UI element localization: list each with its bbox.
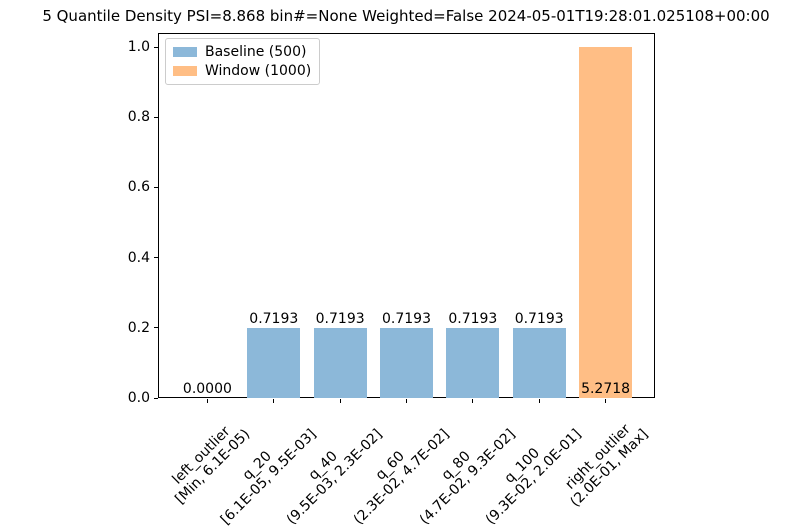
y-tick-label: 0.2 [127, 319, 150, 336]
y-tick-label: 0.4 [127, 249, 150, 266]
y-tick [154, 186, 158, 188]
bar-value-label: 0.7193 [249, 310, 299, 327]
x-tick [605, 399, 607, 403]
window-bar [579, 47, 633, 398]
legend-label: Window (1000) [205, 63, 312, 79]
bar-value-label: 0.7193 [448, 310, 498, 327]
y-tick-label: 0.6 [127, 179, 150, 196]
baseline-bar [446, 327, 500, 398]
legend: Baseline (500) Window (1000) [165, 38, 321, 85]
baseline-bar [380, 327, 433, 398]
y-tick-label: 1.0 [127, 39, 150, 56]
legend-item-window: Window (1000) [173, 63, 311, 79]
bar-value-label: 0.7193 [514, 310, 564, 327]
bar-value-label: 0.7193 [315, 310, 365, 327]
y-tick [154, 327, 158, 329]
y-tick [154, 46, 158, 48]
y-tick [154, 257, 158, 259]
x-tick [472, 399, 474, 403]
x-tick [538, 399, 540, 403]
x-tick [406, 399, 407, 403]
baseline-bar [247, 327, 301, 398]
baseline-bar [512, 327, 566, 398]
y-tick-label: 0.8 [127, 109, 150, 126]
bar-value-label: 0.0000 [182, 381, 232, 397]
chart-title: 5 Quantile Density PSI=8.868 bin#=None W… [42, 7, 770, 25]
bar-value-label: 5.2718 [581, 381, 631, 397]
bar-value-label: 0.7193 [382, 310, 431, 327]
y-tick [154, 397, 158, 399]
x-tick [206, 399, 208, 403]
baseline-bar [313, 327, 367, 398]
window-swatch-icon [173, 66, 197, 76]
x-tick [273, 399, 275, 403]
baseline-swatch-icon [173, 47, 197, 57]
legend-label: Baseline (500) [205, 44, 307, 60]
x-tick [339, 399, 341, 403]
y-tick [154, 116, 158, 118]
y-tick-label: 0.0 [127, 390, 150, 406]
legend-item-baseline: Baseline (500) [173, 44, 311, 60]
